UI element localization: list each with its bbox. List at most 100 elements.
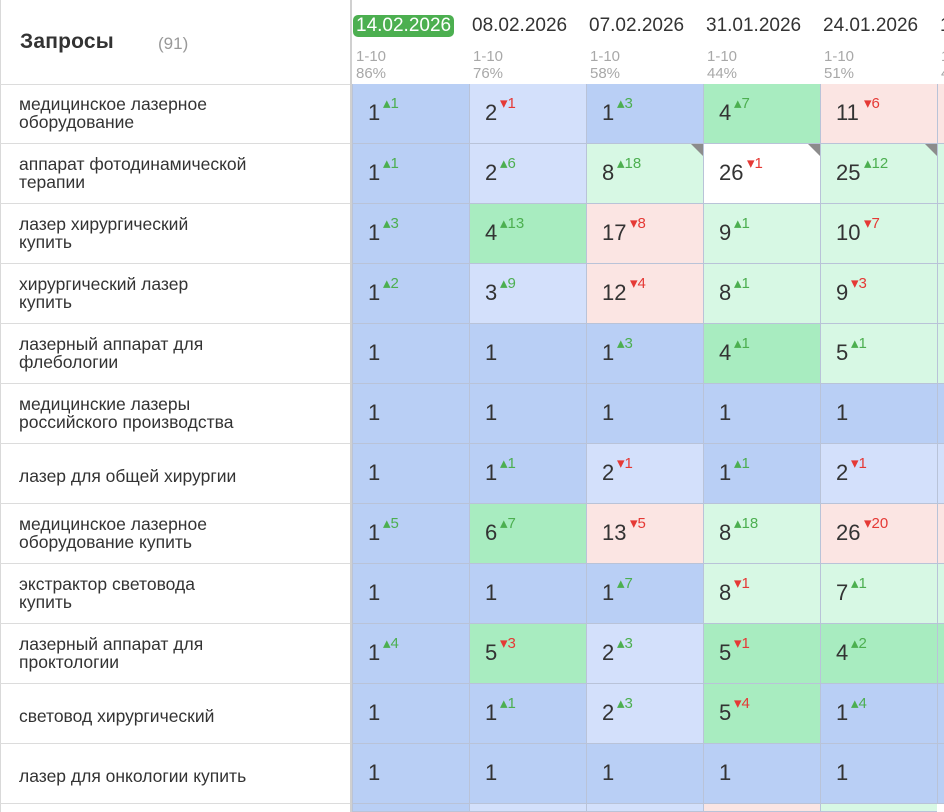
query-label[interactable]: лазер хирургический купить <box>19 215 188 251</box>
position-cell[interactable]: 1 ▴1 <box>469 444 586 504</box>
position-cell[interactable]: 26 ▾1 <box>703 144 820 204</box>
position-cell[interactable]: 4 ▴13 <box>469 204 586 264</box>
position-cell[interactable]: 1 <box>586 744 703 804</box>
position-cell[interactable]: 9 ▾3 <box>820 264 937 324</box>
position-cell[interactable]: 1 ▴3 <box>586 84 703 144</box>
date-column-header[interactable]: 14.02.2026 1-10 86% <box>352 0 469 84</box>
position-cell[interactable]: 8 ▾1 <box>703 564 820 624</box>
position-cell[interactable]: 1 <box>469 324 586 384</box>
position-cell[interactable]: 5 ▾3 <box>469 624 586 684</box>
position-cell[interactable]: 11 ▾6 <box>820 84 937 144</box>
column-date[interactable]: 08.02.2026 <box>472 15 568 36</box>
position-cell[interactable] <box>937 504 944 564</box>
position-cell[interactable] <box>937 444 944 504</box>
date-column-header[interactable]: 07.02.2026 1-10 58% <box>586 0 703 84</box>
position-cell[interactable] <box>937 84 944 144</box>
position-cell[interactable]: 1 ▴7 <box>586 564 703 624</box>
query-label[interactable]: экстрактор световода купить <box>19 575 195 611</box>
query-label[interactable]: медицинские лазеры российского производст… <box>19 395 233 431</box>
date-column-header[interactable]: 114 <box>937 0 944 84</box>
position-cell[interactable] <box>937 324 944 384</box>
position-cell[interactable]: 8 ▴18 <box>703 504 820 564</box>
position-cell[interactable]: 1 ▴1 <box>703 444 820 504</box>
position-cell[interactable]: 12 ▾4 <box>586 264 703 324</box>
date-column-header[interactable]: 08.02.2026 1-10 76% <box>469 0 586 84</box>
position-cell[interactable] <box>703 804 820 812</box>
position-cell[interactable]: 1 <box>469 384 586 444</box>
position-cell[interactable]: 1 <box>703 744 820 804</box>
position-cell[interactable]: 4 ▴2 <box>820 624 937 684</box>
position-cell[interactable]: 1 <box>469 564 586 624</box>
column-date[interactable]: 14.02.2026 <box>353 15 455 37</box>
position-cell[interactable]: 1 ▴1 <box>352 144 469 204</box>
query-label[interactable]: лазерный аппарат для флебологии <box>19 335 203 371</box>
position-cell[interactable]: 1 ▴4 <box>820 684 937 744</box>
column-date[interactable]: 07.02.2026 <box>589 15 685 36</box>
position-cell[interactable]: 1 ▴2 <box>352 264 469 324</box>
position-cell[interactable] <box>586 804 703 812</box>
position-cell[interactable]: 5 ▴1 <box>820 324 937 384</box>
position-cell[interactable] <box>937 264 944 324</box>
position-cell[interactable]: 1 <box>352 744 469 804</box>
position-cell[interactable]: 4 ▴7 <box>703 84 820 144</box>
position-cell[interactable]: 1 <box>352 684 469 744</box>
position-cell[interactable]: 1 ▴3 <box>586 324 703 384</box>
position-cell[interactable]: 1 <box>352 324 469 384</box>
position-cell[interactable]: 1 <box>469 744 586 804</box>
position-cell[interactable]: 1 ▴4 <box>352 624 469 684</box>
position-cell[interactable]: 3 ▴9 <box>469 264 586 324</box>
position-cell[interactable]: 2 ▴3 <box>586 684 703 744</box>
position-cell[interactable]: 1 ▴1 <box>352 84 469 144</box>
position-cell[interactable]: 7 ▴1 <box>820 564 937 624</box>
position-cell[interactable]: 1 ▴1 <box>469 684 586 744</box>
position-cell[interactable] <box>469 804 586 812</box>
column-date[interactable]: 1 <box>940 15 944 37</box>
query-label[interactable]: хирургический лазер купить <box>19 275 188 311</box>
position-cell[interactable]: 6 ▴7 <box>469 504 586 564</box>
position-cell[interactable]: 1 <box>703 384 820 444</box>
position-cell[interactable] <box>937 144 944 204</box>
position-cell[interactable]: 2 ▾1 <box>469 84 586 144</box>
date-column-header[interactable]: 24.01.2026 1-10 51% <box>820 0 937 84</box>
position-cell[interactable]: 1 <box>352 444 469 504</box>
position-cell[interactable]: 13 ▾5 <box>586 504 703 564</box>
position-cell[interactable]: 8 ▴18 <box>586 144 703 204</box>
query-label[interactable]: лазер для онкологии купить <box>19 767 246 785</box>
position-cell[interactable]: 2 ▴6 <box>469 144 586 204</box>
position-cell[interactable]: 2 ▾1 <box>586 444 703 504</box>
position-cell[interactable]: 1 ▴3 <box>352 204 469 264</box>
column-date[interactable]: 31.01.2026 <box>706 15 802 36</box>
date-column-header[interactable]: 31.01.2026 1-10 44% <box>703 0 820 84</box>
position-cell[interactable] <box>937 684 944 744</box>
position-cell[interactable] <box>352 804 469 812</box>
query-label[interactable]: медицинское лазерное оборудование купить <box>19 515 207 551</box>
position-cell[interactable]: 1 <box>820 384 937 444</box>
position-cell[interactable]: 10 ▾7 <box>820 204 937 264</box>
query-label[interactable]: лазер для общей хирургии <box>19 467 236 485</box>
query-label[interactable]: аппарат фотодинамической терапии <box>19 155 246 191</box>
position-cell[interactable]: 5 ▾4 <box>703 684 820 744</box>
position-cell[interactable]: 1 <box>586 384 703 444</box>
position-cell[interactable] <box>937 384 944 444</box>
position-cell[interactable]: 9 ▴1 <box>703 204 820 264</box>
position-cell[interactable]: 1 <box>352 384 469 444</box>
column-date[interactable]: 24.01.2026 <box>823 15 919 36</box>
position-cell[interactable] <box>820 804 937 812</box>
position-cell[interactable]: 25 ▴12 <box>820 144 937 204</box>
position-cell[interactable] <box>937 564 944 624</box>
position-cell[interactable]: 5 ▾1 <box>703 624 820 684</box>
position-cell[interactable]: 2 ▴3 <box>586 624 703 684</box>
position-cell[interactable]: 2 ▾1 <box>820 444 937 504</box>
position-cell[interactable]: 17 ▾8 <box>586 204 703 264</box>
position-cell[interactable]: 1 <box>820 744 937 804</box>
position-cell[interactable]: 1 ▴5 <box>352 504 469 564</box>
position-cell[interactable] <box>937 624 944 684</box>
position-cell[interactable]: 1 <box>352 564 469 624</box>
query-label[interactable]: медицинское лазерное оборудование <box>19 95 207 131</box>
position-cell[interactable]: 26 ▾20 <box>820 504 937 564</box>
position-cell[interactable]: 4 ▴1 <box>703 324 820 384</box>
position-cell[interactable] <box>937 744 944 804</box>
query-label[interactable]: лазерный аппарат для проктологии <box>19 635 203 671</box>
position-cell[interactable] <box>937 204 944 264</box>
position-cell[interactable]: 8 ▴1 <box>703 264 820 324</box>
